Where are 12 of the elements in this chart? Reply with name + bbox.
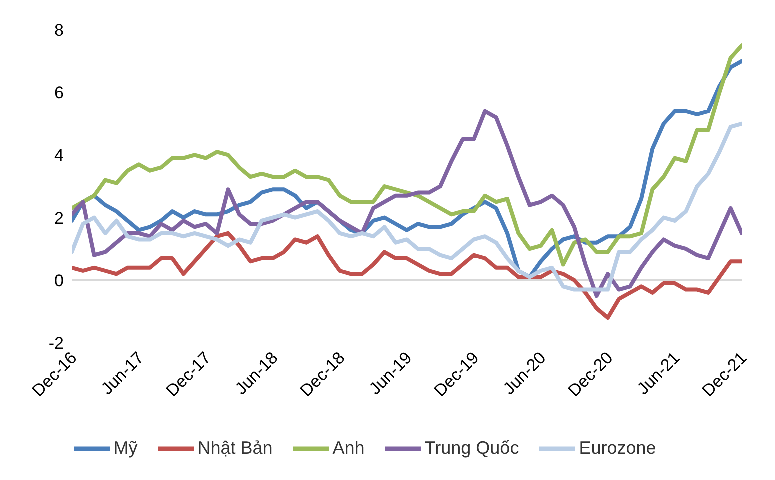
legend-label: Trung Quốc	[424, 438, 520, 458]
legend-label: Eurozone	[579, 438, 656, 458]
y-tick-label: -2	[48, 334, 64, 354]
line-series	[72, 231, 742, 320]
legend-label: Mỹ	[114, 438, 138, 458]
y-tick-label: 0	[54, 271, 64, 290]
y-tick-label: 2	[54, 208, 64, 228]
y-tick-label: 8	[54, 21, 64, 40]
legend-label: Nhật Bản	[198, 438, 273, 458]
y-tick-label: 4	[54, 146, 64, 166]
y-tick-label: 6	[54, 84, 64, 103]
legend-label: Anh	[332, 438, 365, 458]
